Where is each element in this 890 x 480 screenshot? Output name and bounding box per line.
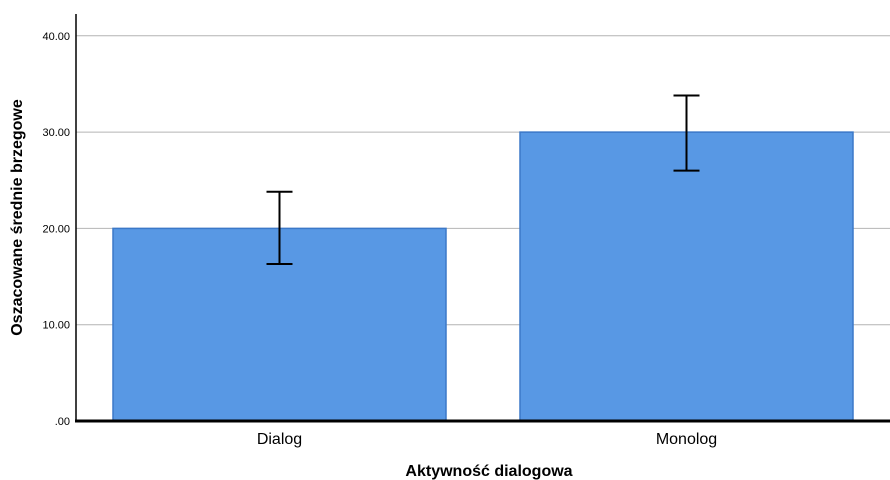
x-tick-label-dialog: Dialog	[257, 431, 302, 448]
error-bar-dialog	[266, 190, 293, 266]
axes	[75, 14, 890, 423]
x-tick-labels: Dialog Monolog	[257, 431, 717, 448]
x-tick-label-monolog: Monolog	[656, 431, 717, 448]
y-tick-label: 40.00	[42, 31, 70, 43]
error-bars	[266, 94, 700, 266]
y-tick-label: 30.00	[42, 127, 70, 139]
y-tick-label: .00	[55, 416, 70, 428]
error-bar-monolog	[673, 94, 700, 172]
y-tick-labels: .00 10.00 20.00 30.00 40.00	[42, 31, 70, 428]
bars	[112, 131, 854, 422]
y-tick-label: 20.00	[42, 223, 70, 235]
bar-monolog	[519, 131, 854, 422]
x-axis-title: Aktywność dialogowa	[405, 463, 572, 480]
y-axis-title: Oszacowane średnie brzegowe	[9, 99, 26, 336]
y-tick-label: 10.00	[42, 320, 70, 332]
